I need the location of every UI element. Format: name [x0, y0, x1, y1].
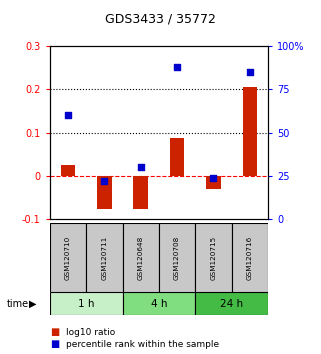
- Text: ▶: ▶: [29, 299, 36, 309]
- Bar: [195, 223, 232, 292]
- Bar: [61, 165, 75, 176]
- Point: [138, 165, 143, 170]
- Bar: [159, 223, 195, 292]
- Bar: [195, 292, 268, 315]
- Bar: [123, 292, 195, 315]
- Point: [211, 175, 216, 181]
- Bar: [134, 176, 148, 209]
- Bar: [86, 223, 123, 292]
- Text: GSM120711: GSM120711: [101, 235, 107, 280]
- Text: ■: ■: [50, 327, 59, 337]
- Point: [65, 113, 71, 118]
- Bar: [50, 292, 123, 315]
- Bar: [206, 176, 221, 189]
- Text: ■: ■: [50, 339, 59, 349]
- Text: 4 h: 4 h: [151, 298, 167, 309]
- Point: [102, 178, 107, 184]
- Bar: [170, 138, 184, 176]
- Text: GSM120716: GSM120716: [247, 235, 253, 280]
- Text: GSM120715: GSM120715: [211, 235, 216, 280]
- Bar: [243, 87, 257, 176]
- Text: 1 h: 1 h: [78, 298, 94, 309]
- Text: GDS3433 / 35772: GDS3433 / 35772: [105, 13, 216, 26]
- Bar: [123, 223, 159, 292]
- Point: [247, 69, 252, 75]
- Text: percentile rank within the sample: percentile rank within the sample: [66, 339, 219, 349]
- Bar: [232, 223, 268, 292]
- Text: GSM120710: GSM120710: [65, 235, 71, 280]
- Bar: [97, 176, 112, 209]
- Text: 24 h: 24 h: [220, 298, 243, 309]
- Text: log10 ratio: log10 ratio: [66, 327, 115, 337]
- Point: [175, 64, 180, 70]
- Bar: [50, 223, 86, 292]
- Text: time: time: [6, 299, 29, 309]
- Text: GSM120648: GSM120648: [138, 235, 144, 280]
- Text: GSM120708: GSM120708: [174, 235, 180, 280]
